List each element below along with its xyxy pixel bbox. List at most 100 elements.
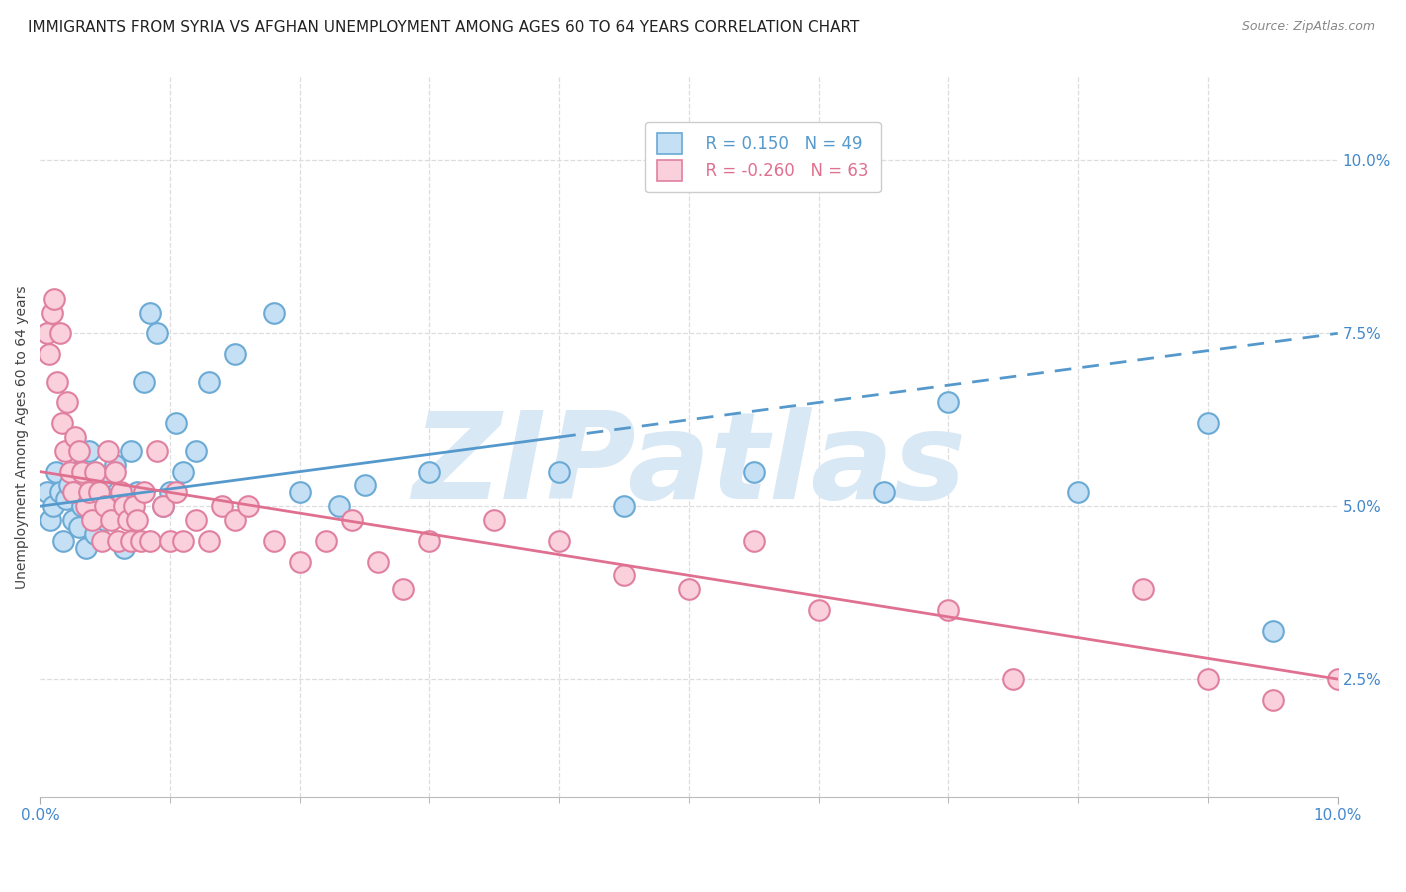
- Point: [1197, 416, 1219, 430]
- Point: [152, 500, 174, 514]
- Point: [97, 443, 120, 458]
- Point: [1132, 582, 1154, 597]
- Point: [938, 395, 960, 409]
- Point: [742, 465, 765, 479]
- Point: [1067, 485, 1090, 500]
- Point: [548, 465, 571, 479]
- Point: [107, 500, 129, 514]
- Point: [114, 541, 136, 555]
- Point: [35, 485, 58, 500]
- Point: [418, 465, 440, 479]
- Point: [678, 582, 700, 597]
- Point: [224, 347, 246, 361]
- Point: [288, 485, 311, 500]
- Point: [80, 485, 103, 500]
- Point: [198, 533, 221, 548]
- Point: [172, 465, 194, 479]
- Point: [62, 513, 84, 527]
- Point: [38, 347, 60, 361]
- Point: [104, 458, 127, 472]
- Legend:   R = 0.150   N = 49,   R = -0.260   N = 63: R = 0.150 N = 49, R = -0.260 N = 63: [645, 121, 880, 193]
- Point: [315, 533, 337, 548]
- Point: [139, 533, 162, 548]
- Point: [132, 375, 155, 389]
- Point: [1197, 672, 1219, 686]
- Point: [48, 326, 70, 341]
- Point: [117, 513, 139, 527]
- Point: [63, 430, 86, 444]
- Point: [114, 500, 136, 514]
- Point: [91, 471, 114, 485]
- Point: [807, 603, 830, 617]
- Point: [75, 541, 97, 555]
- Point: [79, 443, 101, 458]
- Point: [48, 485, 70, 500]
- Point: [120, 443, 142, 458]
- Point: [172, 533, 194, 548]
- Text: IMMIGRANTS FROM SYRIA VS AFGHAN UNEMPLOYMENT AMONG AGES 60 TO 64 YEARS CORRELATI: IMMIGRANTS FROM SYRIA VS AFGHAN UNEMPLOY…: [28, 20, 859, 35]
- Point: [328, 500, 350, 514]
- Point: [39, 513, 62, 527]
- Point: [198, 375, 221, 389]
- Point: [159, 485, 181, 500]
- Point: [67, 443, 90, 458]
- Point: [45, 465, 67, 479]
- Point: [120, 533, 142, 548]
- Point: [65, 465, 87, 479]
- Point: [75, 500, 97, 514]
- Point: [87, 485, 110, 500]
- Point: [366, 555, 388, 569]
- Point: [107, 533, 129, 548]
- Point: [132, 485, 155, 500]
- Point: [83, 527, 105, 541]
- Point: [236, 500, 259, 514]
- Point: [1002, 672, 1025, 686]
- Point: [41, 305, 63, 319]
- Point: [51, 416, 73, 430]
- Point: [70, 465, 93, 479]
- Point: [67, 520, 90, 534]
- Point: [59, 465, 82, 479]
- Point: [97, 492, 120, 507]
- Point: [70, 500, 93, 514]
- Point: [146, 326, 169, 341]
- Point: [62, 485, 84, 500]
- Point: [100, 506, 122, 520]
- Point: [613, 500, 636, 514]
- Point: [53, 443, 76, 458]
- Point: [52, 533, 75, 548]
- Point: [1261, 693, 1284, 707]
- Point: [80, 513, 103, 527]
- Point: [872, 485, 894, 500]
- Point: [104, 465, 127, 479]
- Point: [184, 443, 207, 458]
- Point: [94, 500, 117, 514]
- Point: [127, 513, 149, 527]
- Point: [224, 513, 246, 527]
- Point: [1326, 672, 1348, 686]
- Point: [58, 478, 80, 492]
- Point: [44, 292, 66, 306]
- Point: [122, 500, 145, 514]
- Point: [35, 326, 58, 341]
- Point: [152, 500, 174, 514]
- Point: [165, 416, 187, 430]
- Point: [340, 513, 363, 527]
- Point: [127, 485, 149, 500]
- Point: [94, 513, 117, 527]
- Point: [392, 582, 415, 597]
- Point: [418, 533, 440, 548]
- Point: [83, 465, 105, 479]
- Point: [938, 603, 960, 617]
- Point: [288, 555, 311, 569]
- Point: [79, 485, 101, 500]
- Point: [56, 395, 79, 409]
- Point: [548, 533, 571, 548]
- Point: [87, 500, 110, 514]
- Point: [263, 305, 285, 319]
- Point: [159, 533, 181, 548]
- Point: [139, 305, 162, 319]
- Point: [42, 500, 65, 514]
- Y-axis label: Unemployment Among Ages 60 to 64 years: Unemployment Among Ages 60 to 64 years: [15, 285, 30, 589]
- Point: [613, 568, 636, 582]
